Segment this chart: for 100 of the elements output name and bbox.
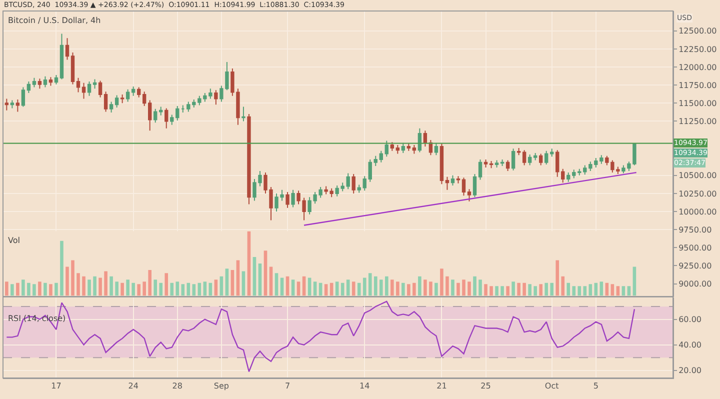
y-tick-label: 9250.00 <box>678 262 712 271</box>
candlestick <box>583 164 587 176</box>
bar <box>49 284 52 296</box>
bar <box>390 280 394 296</box>
candlestick <box>176 106 180 121</box>
bar <box>264 250 268 296</box>
y-tick-label: 12250.00 <box>678 44 717 54</box>
candlestick <box>126 88 130 102</box>
candlestick <box>54 74 58 85</box>
bar <box>418 276 422 296</box>
y-tick-label: 9750.00 <box>678 225 712 234</box>
candlestick <box>82 82 86 100</box>
candlestick <box>544 150 548 166</box>
bar <box>170 282 174 296</box>
y-tick-label: 12500.00 <box>678 26 717 36</box>
candlestick <box>120 94 124 104</box>
candlestick <box>21 86 26 108</box>
bar <box>534 286 537 296</box>
x-tick-label: 24 <box>128 382 138 391</box>
candlestick <box>450 174 455 186</box>
candlestick <box>561 168 565 184</box>
y-tick-label: 9000.00 <box>678 280 712 289</box>
bar <box>446 276 449 296</box>
candlestick <box>76 77 80 93</box>
candlestick <box>566 172 570 182</box>
bar <box>588 284 592 296</box>
bar <box>252 257 256 296</box>
candlestick <box>511 148 516 171</box>
bar <box>76 273 80 296</box>
candlestick <box>467 188 472 202</box>
candlestick <box>484 159 488 168</box>
bar <box>115 282 118 296</box>
bar <box>396 282 400 296</box>
candlestick <box>4 98 9 111</box>
bar <box>517 282 520 296</box>
bar <box>88 280 91 296</box>
bar <box>561 276 565 296</box>
bar <box>572 286 576 296</box>
candlestick <box>494 160 499 168</box>
candlestick <box>346 172 350 190</box>
bar <box>154 280 158 296</box>
bar <box>451 280 454 296</box>
bar <box>27 282 30 296</box>
candlestick <box>556 150 560 178</box>
candlestick <box>65 38 70 60</box>
candlestick <box>214 90 218 106</box>
bar <box>274 273 278 296</box>
bar <box>539 284 542 296</box>
candlestick <box>291 189 295 208</box>
bar <box>32 284 36 296</box>
bar <box>374 276 378 296</box>
candlestick <box>434 142 438 156</box>
candlestick <box>440 143 444 185</box>
bar <box>528 284 532 296</box>
bar <box>230 270 234 296</box>
candlestick <box>352 173 356 194</box>
y-tick-label: 11500.00 <box>678 98 717 108</box>
candlestick <box>500 159 504 167</box>
bar <box>10 284 14 296</box>
candlestick <box>401 142 406 154</box>
x-tick-label: 28 <box>172 382 182 391</box>
bar <box>478 280 482 296</box>
bar <box>384 276 388 296</box>
bar <box>22 280 25 296</box>
candlestick <box>396 144 400 154</box>
candlestick <box>142 91 146 107</box>
y-tick-label: 40.00 <box>678 340 702 350</box>
candlestick <box>32 77 36 88</box>
bar <box>38 282 42 296</box>
x-tick-label: Sep <box>214 382 229 391</box>
x-tick-label: 5 <box>593 382 598 391</box>
bar <box>291 280 295 296</box>
candlestick <box>242 106 246 122</box>
bar <box>362 278 366 296</box>
candlestick <box>164 108 168 129</box>
bar <box>512 282 515 296</box>
candlestick <box>384 140 388 158</box>
bar <box>583 286 587 296</box>
candlestick <box>159 106 163 116</box>
bar <box>104 271 108 296</box>
bar <box>522 282 526 296</box>
bar <box>346 280 350 296</box>
bar <box>181 284 185 296</box>
bar <box>93 276 96 296</box>
bar <box>308 278 312 296</box>
bar <box>490 286 493 296</box>
bar <box>324 284 328 296</box>
bar <box>137 284 140 296</box>
bar <box>54 282 58 296</box>
bar <box>242 271 246 296</box>
bar <box>159 282 163 296</box>
y-tick-label: 11250.00 <box>678 117 717 126</box>
candlestick <box>368 159 372 182</box>
bar <box>60 240 64 296</box>
bar <box>247 231 251 296</box>
bar <box>402 282 405 296</box>
candlestick <box>462 177 466 196</box>
candlestick <box>357 184 361 194</box>
candlestick <box>98 80 102 98</box>
candlestick <box>109 101 114 114</box>
